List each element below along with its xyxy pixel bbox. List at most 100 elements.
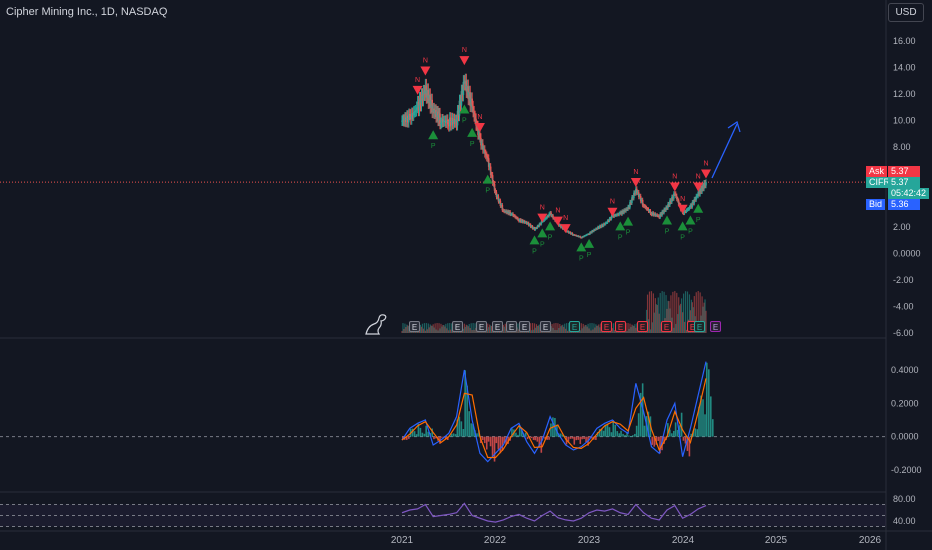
price-line bbox=[401, 80, 707, 238]
buy-signal-triangle bbox=[576, 242, 587, 252]
sell-signal-label: N bbox=[540, 205, 545, 212]
volume-bar bbox=[503, 326, 505, 333]
volume-bar bbox=[433, 327, 435, 333]
macd-tick-label: -0.2000 bbox=[891, 465, 922, 475]
earnings-event-marker[interactable]: E bbox=[601, 321, 612, 332]
sell-signal-label: N bbox=[696, 173, 701, 180]
sell-signal-label: N bbox=[555, 208, 560, 215]
volume-bar bbox=[518, 329, 520, 333]
candle-body bbox=[493, 183, 496, 191]
volume-bar bbox=[474, 323, 476, 333]
volume-bar bbox=[656, 305, 658, 333]
earnings-event-marker[interactable]: E bbox=[710, 321, 721, 332]
earnings-event-marker[interactable]: E bbox=[492, 321, 503, 332]
macd-histogram-bar bbox=[503, 436, 505, 444]
volume-bar bbox=[437, 330, 439, 333]
buy-signal-label: P bbox=[470, 141, 475, 148]
volume-bar bbox=[403, 328, 405, 333]
macd-histogram-bar bbox=[444, 436, 447, 440]
volume-bar bbox=[563, 326, 565, 333]
volume-bar bbox=[595, 324, 597, 333]
volume-bar bbox=[490, 325, 492, 333]
earnings-event-marker[interactable]: E bbox=[506, 321, 517, 332]
volume-bar bbox=[402, 323, 404, 333]
volume-bar bbox=[444, 326, 446, 333]
macd-histogram-bar bbox=[511, 428, 513, 437]
macd-pane[interactable] bbox=[0, 361, 886, 463]
price-tick-label: 0.0000 bbox=[893, 248, 921, 258]
macd-histogram-bar bbox=[495, 436, 498, 444]
buy-signal-label: P bbox=[680, 234, 685, 241]
volume-bar bbox=[567, 330, 569, 333]
earnings-event-marker[interactable]: E bbox=[519, 321, 530, 332]
macd-histogram-bar bbox=[406, 436, 408, 440]
macd-histogram-bar bbox=[464, 370, 466, 437]
volume-bar bbox=[473, 329, 475, 333]
volume-bar bbox=[674, 291, 676, 333]
earnings-event-marker[interactable]: E bbox=[615, 321, 626, 332]
earnings-event-marker[interactable]: E bbox=[661, 321, 672, 332]
candle-body bbox=[471, 98, 473, 107]
candle-body bbox=[605, 222, 608, 224]
earnings-event-marker[interactable]: E bbox=[476, 321, 487, 332]
candle-body bbox=[447, 124, 450, 127]
macd-histogram-bar bbox=[678, 425, 681, 437]
buy-signal-triangle bbox=[662, 215, 673, 225]
earnings-event-marker[interactable]: E bbox=[637, 321, 648, 332]
macd-histogram-bar bbox=[435, 436, 437, 439]
volume-bar bbox=[491, 325, 493, 333]
volume-bar bbox=[562, 324, 564, 333]
macd-histogram-bar bbox=[635, 425, 638, 437]
buy-signal-label: P bbox=[485, 188, 490, 195]
volume-bar bbox=[592, 329, 594, 333]
candle-body bbox=[542, 220, 545, 222]
rsi-pane[interactable] bbox=[0, 502, 886, 527]
macd-histogram-bar bbox=[712, 419, 714, 437]
macd-histogram-bar bbox=[686, 436, 689, 452]
volume-bar bbox=[431, 325, 433, 333]
sell-signal-triangle bbox=[630, 178, 641, 188]
volume-bar bbox=[550, 326, 552, 333]
candle-body bbox=[584, 235, 586, 237]
macd-histogram-bar bbox=[454, 434, 457, 437]
currency-button[interactable]: USD bbox=[888, 3, 924, 22]
volume-bar bbox=[426, 329, 428, 333]
candle-body bbox=[545, 217, 548, 219]
volume-bar bbox=[587, 323, 589, 333]
volume-bar bbox=[439, 328, 441, 333]
earnings-event-marker[interactable]: E bbox=[452, 321, 463, 332]
candle-body bbox=[537, 225, 540, 227]
price-pane[interactable] bbox=[0, 73, 886, 333]
volume-bar bbox=[447, 323, 449, 333]
candle-body bbox=[635, 188, 637, 194]
candle-body bbox=[414, 110, 417, 112]
earnings-event-marker[interactable]: E bbox=[694, 321, 705, 332]
macd-histogram-bar bbox=[673, 430, 675, 437]
macd-histogram-bar bbox=[614, 424, 617, 437]
candle-body bbox=[626, 209, 628, 211]
volume-bar bbox=[425, 323, 427, 333]
volume-bar bbox=[468, 324, 470, 333]
earnings-event-marker[interactable]: E bbox=[569, 321, 580, 332]
volume-bar bbox=[565, 328, 567, 333]
volume-bar bbox=[628, 328, 630, 333]
macd-histogram-bar bbox=[575, 436, 578, 441]
volume-bar bbox=[554, 329, 556, 333]
macd-signal-line bbox=[401, 378, 707, 459]
candle-body bbox=[596, 228, 598, 230]
volume-bar bbox=[651, 322, 654, 333]
volume-bar bbox=[685, 329, 688, 333]
macd-histogram-bar bbox=[472, 423, 474, 437]
volume-bar bbox=[420, 326, 423, 333]
volume-bar bbox=[582, 323, 584, 333]
volume-bar bbox=[536, 325, 539, 333]
volume-bar bbox=[445, 323, 447, 333]
candle-body bbox=[485, 155, 488, 158]
earnings-event-marker[interactable]: E bbox=[409, 321, 420, 332]
macd-histogram-bar bbox=[421, 432, 424, 437]
chart-title: Cipher Mining Inc., 1D, NASDAQ bbox=[6, 6, 168, 18]
earnings-event-marker[interactable]: E bbox=[540, 321, 551, 332]
volume-bar bbox=[584, 325, 586, 333]
volume-bar bbox=[488, 327, 490, 333]
